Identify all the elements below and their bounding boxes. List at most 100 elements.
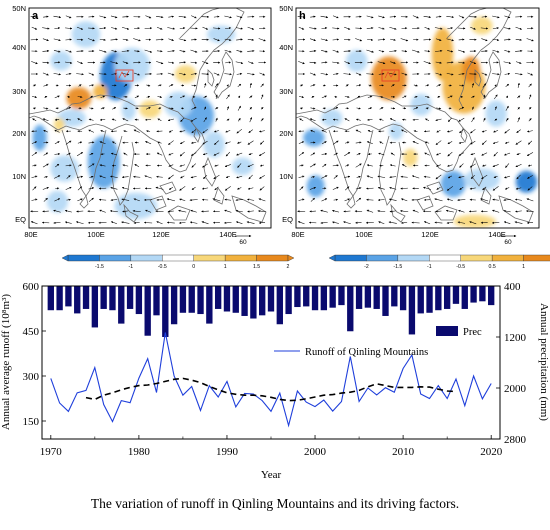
wind-vector-arrow <box>310 141 316 144</box>
wind-vector-arrow <box>178 221 186 224</box>
wind-vector-arrow <box>504 128 510 134</box>
wind-vector-arrow <box>425 118 430 122</box>
anomaly-patch <box>121 98 136 121</box>
wind-vector-arrow <box>235 61 244 65</box>
wind-vector-arrow <box>111 118 117 121</box>
wind-vector-arrow <box>179 50 186 53</box>
wind-vector-arrow <box>213 15 220 18</box>
wind-vector-arrow <box>504 152 511 156</box>
lat-tick-label: 20N <box>12 129 26 138</box>
wind-vector-arrow <box>65 164 72 167</box>
wind-vector-arrow <box>54 129 60 133</box>
wind-vector-arrow <box>390 38 396 41</box>
wind-vector-arrow <box>42 118 49 121</box>
wind-vector-arrow <box>235 209 243 213</box>
precip-bar <box>294 286 301 308</box>
wind-vector-arrow <box>54 198 61 202</box>
colorbar-tick-label: -0.5 <box>456 264 465 270</box>
wind-vector-arrow <box>101 84 105 87</box>
colorbar-tick-label: 1.5 <box>253 264 260 270</box>
wind-vector-arrow <box>122 164 129 167</box>
wind-vector-arrow <box>224 49 232 53</box>
anomaly-patch <box>515 170 538 193</box>
lat-axis: 50N 40N 30N 20N 10N EQ <box>279 4 293 224</box>
anomaly-patch <box>453 214 497 228</box>
wind-vector-arrow <box>224 15 232 19</box>
colorbar-tick-label: -1 <box>427 264 432 270</box>
wind-vector-arrow <box>366 27 374 30</box>
wind-vector-arrow <box>225 151 231 157</box>
wind-vector-arrow <box>482 164 487 167</box>
wind-vector-arrow <box>156 221 163 225</box>
wind-vector-arrow <box>368 107 373 110</box>
wind-vector-arrow <box>469 61 477 65</box>
wind-vector-arrow <box>238 117 241 122</box>
wind-vector-arrow <box>435 210 442 213</box>
anomaly-patch <box>139 100 161 118</box>
wind-vector-arrow <box>390 130 395 133</box>
wind-vector-arrow <box>413 130 418 133</box>
wind-vector-arrow <box>355 72 362 76</box>
precip-bar <box>109 286 116 311</box>
right-tick-label: 400 <box>504 281 521 293</box>
wind-vector-arrow <box>400 198 408 202</box>
lon-tick-label: 120E <box>421 230 439 239</box>
wind-vector-arrow <box>31 198 38 201</box>
wind-vector-arrow <box>321 129 327 133</box>
wind-vector-arrow <box>389 186 397 190</box>
wind-vector-arrow <box>121 198 130 201</box>
wind-vector-arrow <box>99 15 107 19</box>
wind-vector-arrow <box>332 118 339 121</box>
wind-vector-arrow <box>311 96 315 99</box>
wind-vector-arrow <box>355 141 362 144</box>
wind-vector-arrow <box>213 130 219 133</box>
wind-vector-arrow <box>89 175 94 178</box>
precip-bar <box>417 286 424 314</box>
lat-tick-label: 40N <box>279 43 293 52</box>
wind-vector-arrow <box>309 72 316 76</box>
wind-vector-arrow <box>425 107 429 110</box>
wind-vector-arrow <box>88 72 95 76</box>
wind-vector-arrow <box>88 118 94 121</box>
wind-vector-arrow <box>145 141 152 145</box>
wind-vector-arrow <box>190 176 197 179</box>
wind-vector-arrow <box>389 15 397 18</box>
wind-vector-arrow <box>31 61 38 65</box>
map-coastlines <box>296 8 534 223</box>
colorbar-tick-label: 1 <box>522 264 525 270</box>
wind-vector-arrow <box>43 197 48 202</box>
vector-reference: 60 <box>235 234 252 246</box>
wind-vector-arrow <box>178 38 187 42</box>
wind-vector-arrow <box>65 49 72 53</box>
anomaly-patch <box>403 148 418 167</box>
anomaly-patch <box>87 135 120 189</box>
wind-vector-arrow <box>88 163 95 168</box>
wind-vector-arrow <box>515 38 522 41</box>
wind-vector-arrow <box>458 209 465 213</box>
wind-vector-arrow <box>64 61 73 64</box>
wind-vector-arrow <box>179 95 185 99</box>
wind-vector-arrow <box>247 38 254 41</box>
wind-vector-arrow <box>53 50 61 53</box>
wind-vector-arrow <box>321 61 328 64</box>
wind-vector-arrow <box>134 95 140 99</box>
wind-vector-arrow <box>458 107 465 110</box>
wind-vector-arrow <box>458 72 465 75</box>
anomaly-patch <box>440 170 466 198</box>
wind-vector-arrow <box>356 175 361 178</box>
wind-vector-arrow <box>191 107 197 110</box>
wind-vector-arrow <box>202 140 208 145</box>
wind-vector-arrow <box>401 164 407 168</box>
wind-vector-arrow <box>390 107 396 110</box>
wind-vector-arrow <box>224 73 232 76</box>
wind-vector-arrow <box>391 84 395 87</box>
wind-vector-arrow <box>367 118 373 121</box>
wind-vector-arrow <box>156 26 163 30</box>
wind-vector-arrow <box>423 61 431 65</box>
wind-vector-arrow <box>88 187 95 190</box>
precip-bar <box>285 286 292 315</box>
wind-vector-arrow <box>64 209 72 213</box>
wind-vector-arrow <box>514 198 523 201</box>
wind-vector-arrow <box>344 175 351 178</box>
